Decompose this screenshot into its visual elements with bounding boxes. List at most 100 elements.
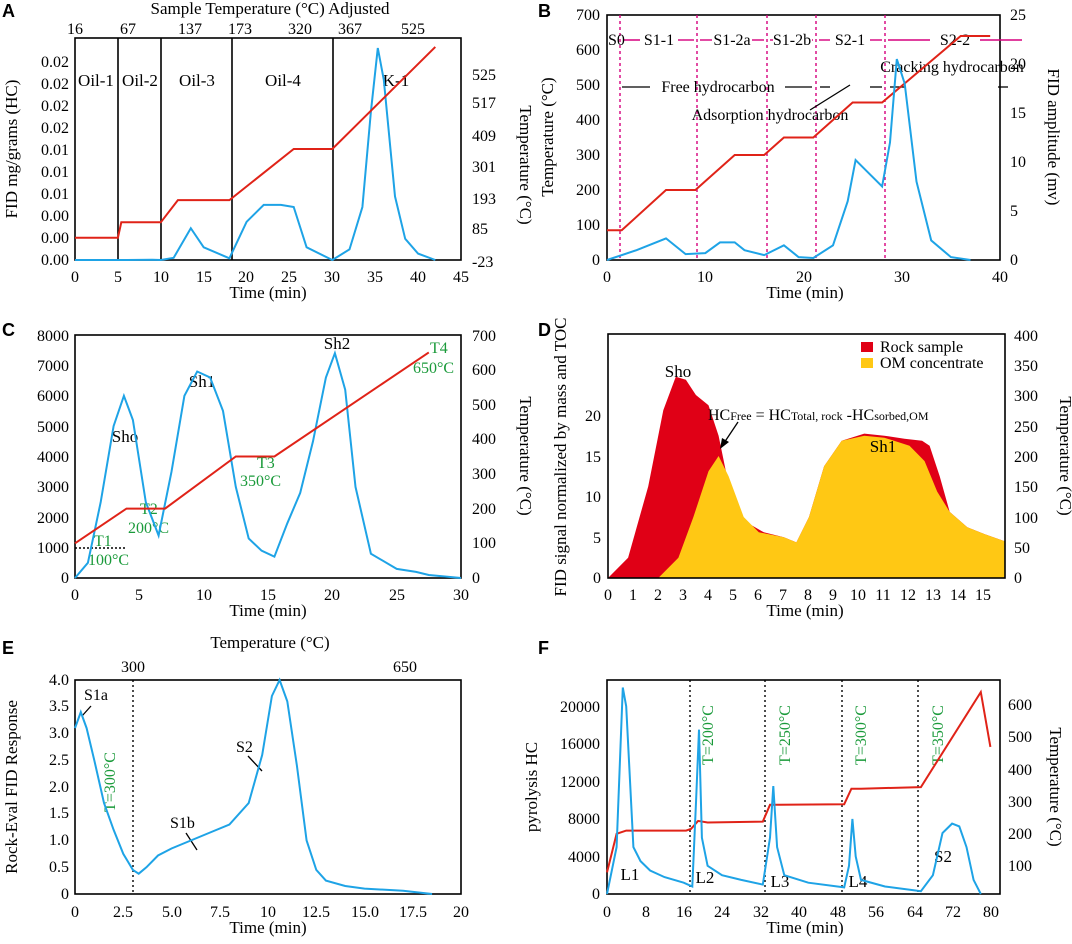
panel-d-equation-arrowhead xyxy=(720,438,729,449)
panel-c-x-tick: 20 xyxy=(324,587,340,604)
panel-e-y-tick: 1.5 xyxy=(49,805,69,822)
panel-d-equation-sub-free: Free xyxy=(730,409,751,423)
panel-f-vline-label: T=250°C xyxy=(777,705,794,765)
panel-d-x-ticks: 0 1 2 3 4 5 6 7 8 9 10 11 12 13 14 15 xyxy=(604,587,991,604)
panel-f-x-tick: 32 xyxy=(753,904,769,921)
panel-d-legend-om: OM concentrate xyxy=(880,355,984,372)
panel-a: A Sample Temperature (°C) Adjusted 16 67… xyxy=(2,0,535,302)
panel-c-y-tick: 3000 xyxy=(37,479,69,496)
panel-a-top-tick: 137 xyxy=(178,21,202,38)
panel-c-x-tick: 0 xyxy=(71,587,79,604)
panel-b-free-hc-label: Free hydrocarbon xyxy=(661,79,774,96)
panel-e-fid-curve xyxy=(74,677,433,895)
panel-e-x-tick: 5.0 xyxy=(162,904,182,921)
panel-b-adsorption-label: Adsorption hydrocarbon xyxy=(692,107,849,124)
panel-d-x-tick: 0 xyxy=(604,587,612,604)
panel-d-x-tick: 2 xyxy=(654,587,662,604)
panel-d-y2-tick: 200 xyxy=(1014,449,1038,466)
panel-f-y-tick: 16000 xyxy=(560,736,600,753)
panel-a-y2-ticks: -23 85 193 301 409 517 525 xyxy=(472,67,496,271)
panel-c-y-tick: 8000 xyxy=(37,328,69,345)
panel-f-vline-label: T=200°C xyxy=(700,705,717,765)
panel-a-top-tick: 67 xyxy=(120,21,136,38)
panel-d-equation-arrow xyxy=(723,421,739,444)
panel-a-frame xyxy=(74,37,462,261)
panel-a-y-label: FID mg/grams (HC) xyxy=(2,80,21,219)
panel-a-y-tick: 0.01 xyxy=(41,186,69,203)
panel-c-y2-tick: 600 xyxy=(472,362,496,379)
panel-c-t2-value: 200°C xyxy=(128,520,169,537)
panel-e-frame xyxy=(74,679,462,895)
panel-a-top-tick: 525 xyxy=(401,21,425,38)
panel-c-peak-label: Sh2 xyxy=(324,334,350,353)
panel-a-x-tick: 5 xyxy=(114,269,122,286)
panel-c-fid-curve xyxy=(74,349,462,579)
panel-f-vline-label: T=300°C xyxy=(853,705,870,765)
panel-c-t1-label: T1 xyxy=(94,533,112,550)
panel-f-series-label: L1 xyxy=(621,865,640,884)
panel-b-x-tick: 10 xyxy=(697,269,713,286)
panel-d-y2-tick: 350 xyxy=(1014,358,1038,375)
panel-c-y2-tick: 0 xyxy=(472,570,480,587)
panel-e-vline-label: T=300°C xyxy=(102,752,119,812)
panel-b-segment-label: S0 xyxy=(608,32,625,49)
panel-b-frame xyxy=(606,14,1001,261)
panel-d-equation-sub-sorbed: sorbed,OM xyxy=(874,409,929,423)
panel-b-y2-label: FID amplitude (mv) xyxy=(1044,69,1063,206)
panel-b-fid-curve xyxy=(606,58,971,261)
panel-d-equation-hc: HC xyxy=(708,407,730,424)
panel-d-x-tick: 12 xyxy=(900,587,916,604)
panel-a-label: A xyxy=(2,1,15,21)
panel-c-y2-label: Temperature (°C) xyxy=(516,396,535,515)
panel-a-fid-curve xyxy=(75,47,436,262)
panel-d-label: D xyxy=(538,320,551,340)
panel-c-y-tick: 6000 xyxy=(37,388,69,405)
panel-f-x-tick: 24 xyxy=(714,904,730,921)
panel-c-y-ticks: 0 1000 2000 3000 4000 5000 6000 7000 800… xyxy=(37,328,69,587)
panel-d-x-tick: 3 xyxy=(679,587,687,604)
panel-a-x-tick: 35 xyxy=(367,269,383,286)
panel-d-y2-tick: 50 xyxy=(1014,540,1030,557)
panel-a-x-tick: 45 xyxy=(453,269,469,286)
panel-f-y2-tick: 100 xyxy=(1008,858,1032,875)
panel-f-series-label: L4 xyxy=(849,872,868,891)
panel-d-equation-eq: = HC xyxy=(752,407,791,424)
panel-e-s1a-arrow xyxy=(81,705,92,717)
panel-c-y-tick: 5000 xyxy=(37,419,69,436)
panel-a-stage-label: Oil-1 xyxy=(78,71,114,90)
panel-a-top-ticks: 16 67 137 173 320 367 525 xyxy=(67,21,425,38)
panel-e-top-tick: 650 xyxy=(393,659,417,676)
panel-a-y-tick: 0.02 xyxy=(41,98,69,115)
panel-b-segment-label: S1-2b xyxy=(773,32,811,49)
panel-b-x-tick: 20 xyxy=(796,269,812,286)
panel-a-y-tick: 0.00 xyxy=(41,230,69,247)
panel-f-fid-curve xyxy=(606,687,982,895)
panel-c-y-tick: 7000 xyxy=(37,358,69,375)
panel-b-cracking-label: Cracking hydrocarbon xyxy=(880,59,1024,76)
panel-a-top-tick: 173 xyxy=(228,21,252,38)
panel-d-x-tick: 4 xyxy=(704,587,712,604)
panel-d-x-label: Time (min) xyxy=(766,601,843,620)
panel-b-label: B xyxy=(538,1,551,21)
panel-f-y-label: pyrolysis HC xyxy=(522,742,541,832)
panel-a-y2-tick: 517 xyxy=(472,95,496,112)
panel-d-x-tick: 7 xyxy=(779,587,787,604)
panel-d-y2-tick: 0 xyxy=(1014,570,1022,587)
panel-f-y2-label: Temperature (°C) xyxy=(1046,727,1065,846)
panel-e-y-ticks: 0 0.5 1.0 1.5 2.0 2.5 3.0 3.5 4.0 xyxy=(49,672,69,903)
panel-d-y-ticks: 0 5 10 15 20 xyxy=(585,408,601,587)
panel-d-peak-label: Sho xyxy=(665,362,691,381)
panel-a-y-ticks: 0.00 0.00 0.00 0.01 0.01 0.01 0.02 0.02 … xyxy=(41,54,69,269)
panel-a-temperature-curve xyxy=(75,46,437,239)
panel-e-top-tick: 300 xyxy=(121,659,145,676)
panel-c-y2-tick: 700 xyxy=(472,328,496,345)
panel-f-x-tick: 48 xyxy=(830,904,846,921)
panel-f-y-tick: 0 xyxy=(592,886,600,903)
panel-b-y-tick: 0 xyxy=(592,252,600,269)
panel-c-x-tick: 15 xyxy=(260,587,276,604)
panel-e-y-label: Rock-Eval FID Response xyxy=(2,700,21,874)
panel-f-x-tick: 80 xyxy=(983,904,999,921)
panel-a-stage-label: Oil-3 xyxy=(179,71,215,90)
panel-e-x-ticks: 0 2.5 5.0 7.5 10 12.5 15.0 17.5 20 xyxy=(71,904,469,921)
panel-f-frame xyxy=(606,679,1001,895)
